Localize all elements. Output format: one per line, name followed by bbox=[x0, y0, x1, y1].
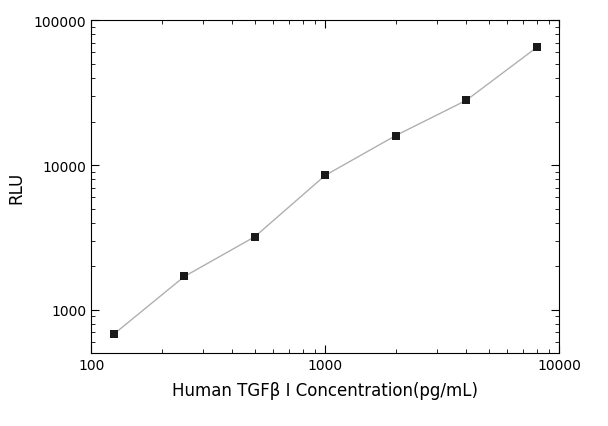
Point bbox=[109, 331, 119, 338]
Point bbox=[532, 45, 542, 52]
Point bbox=[179, 273, 189, 280]
Point bbox=[250, 234, 260, 241]
Point bbox=[391, 133, 401, 140]
Y-axis label: RLU: RLU bbox=[7, 171, 26, 204]
Point bbox=[461, 98, 471, 104]
Point bbox=[320, 173, 330, 179]
X-axis label: Human TGFβ I Concentration(pg/mL): Human TGFβ I Concentration(pg/mL) bbox=[172, 381, 478, 399]
